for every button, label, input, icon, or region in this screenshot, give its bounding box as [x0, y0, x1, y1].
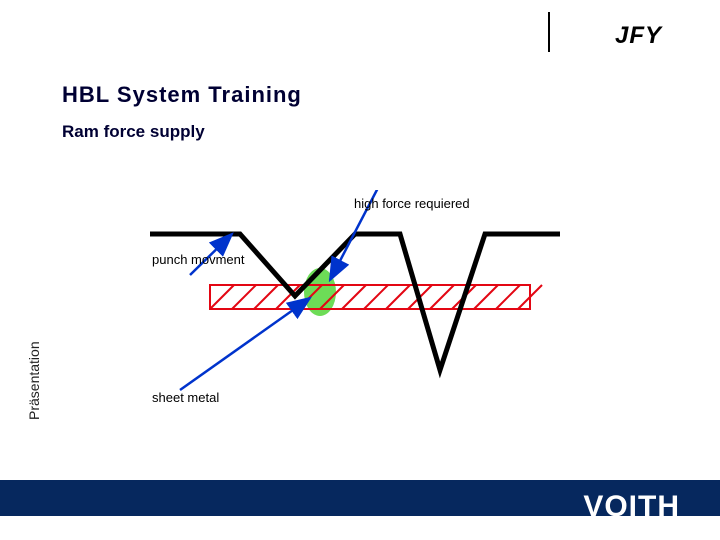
author-initials: JFY	[615, 22, 662, 50]
hatch-line	[364, 285, 388, 309]
label-high-force: high force requiered	[354, 196, 470, 211]
hatch-line	[496, 285, 520, 309]
hatch-line	[430, 285, 454, 309]
hatch-line	[254, 285, 278, 309]
slide-page: JFY HBL System Training Ram force supply…	[0, 0, 720, 540]
hatch-line	[232, 285, 256, 309]
label-punch-movement: punch movment	[152, 252, 245, 267]
sheet-metal-arrow	[180, 298, 310, 390]
hatch-line	[474, 285, 498, 309]
brand-logo-text: VOITH	[583, 490, 680, 524]
page-subtitle: Ram force supply	[62, 122, 205, 142]
diagram-svg	[120, 190, 590, 410]
header-divider	[548, 12, 550, 52]
hatch-line	[386, 285, 410, 309]
sheet-metal-hatch-group	[210, 285, 542, 309]
side-text: Präsentation	[26, 341, 42, 420]
hatch-line	[210, 285, 234, 309]
hatch-line	[342, 285, 366, 309]
ram-force-diagram: high force requiered punch movment sheet…	[120, 190, 590, 410]
page-title: HBL System Training	[62, 82, 302, 108]
label-sheet-metal: sheet metal	[152, 390, 219, 405]
